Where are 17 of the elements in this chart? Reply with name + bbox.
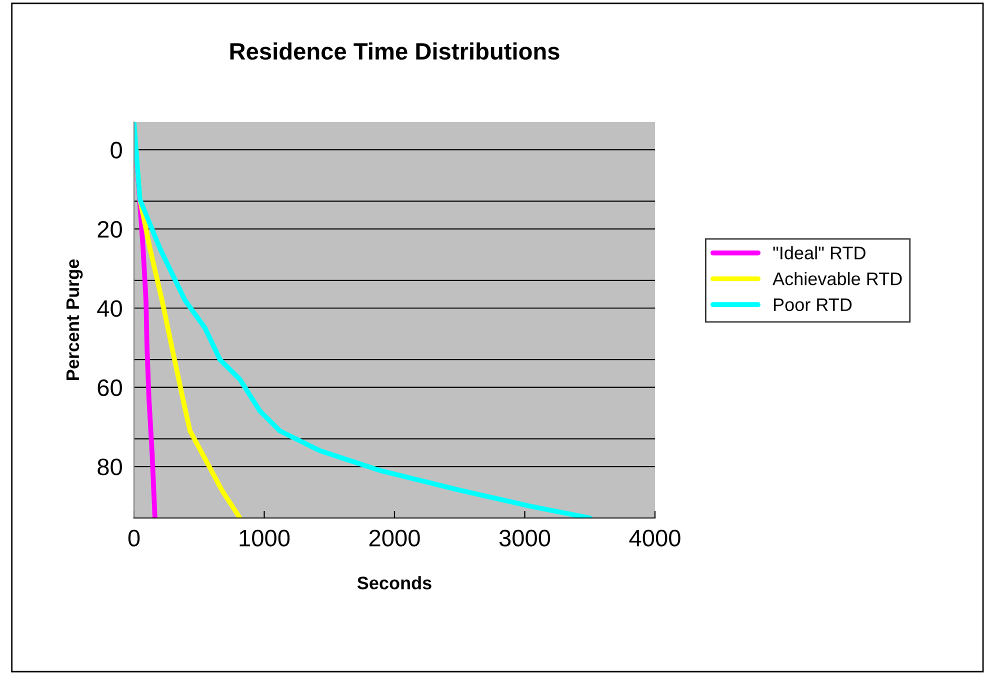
y-tick-label: 60 — [98, 379, 122, 396]
chart-title: Residence Time Distributions — [230, 42, 560, 60]
x-tick-label: 4000 — [629, 530, 680, 546]
y-tick-label: 40 — [97, 300, 122, 317]
legend-label: "Ideal" RTD — [773, 246, 866, 260]
y-tick-label: 80 — [98, 458, 122, 476]
line-series — [134, 122, 592, 518]
y-axis-title: Percent Purge — [66, 259, 83, 380]
y-tick-label: 0 — [110, 142, 122, 159]
x-tick-label: 0 — [128, 530, 140, 546]
legend-label: Poor RTD — [774, 298, 852, 312]
x-tick-label: 1000 — [240, 530, 290, 546]
x-tick-label: 2000 — [369, 530, 420, 546]
legend-label: Achievable RTD — [772, 272, 902, 286]
x-tick-label: 3000 — [499, 530, 550, 546]
y-tick-label: 20 — [98, 220, 122, 238]
x-axis-title: Seconds — [357, 576, 432, 590]
